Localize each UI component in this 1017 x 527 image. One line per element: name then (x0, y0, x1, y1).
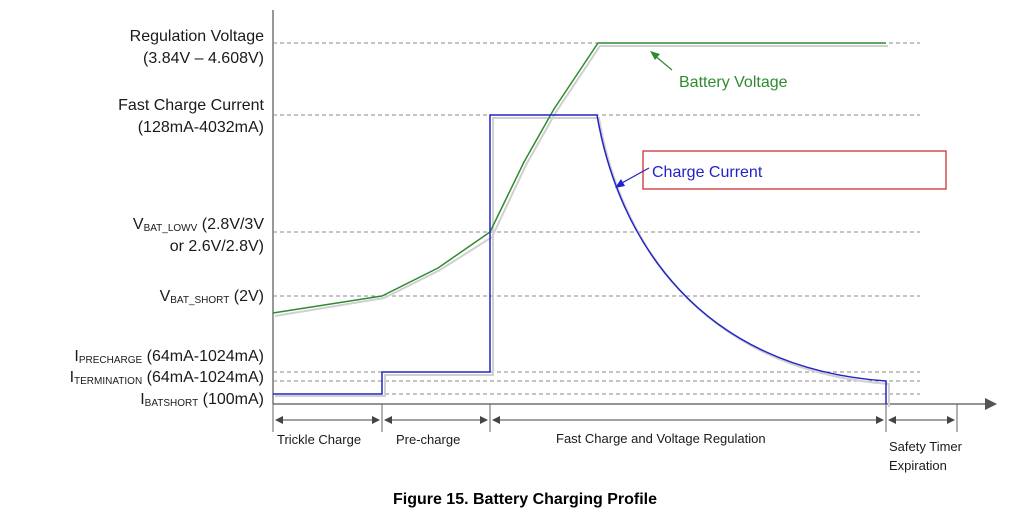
battery-voltage-pointer-head (650, 51, 660, 60)
figure-caption: Figure 15. Battery Charging Profile (393, 491, 657, 508)
label-itermination: ITERMINATION (64mA-1024mA) (70, 369, 264, 387)
label-fast-charge-current: Fast Charge Current (118, 97, 264, 114)
phase-label-safety-line2: Expiration (889, 458, 947, 473)
label-fast-charge-current-range: (128mA-4032mA) (138, 119, 264, 136)
label-regulation-voltage: Regulation Voltage (130, 28, 264, 45)
label-vbat-short: VBAT_SHORT (2V) (160, 288, 264, 306)
charge-current-pointer-head (615, 179, 625, 188)
phase-label-fast: Fast Charge and Voltage Regulation (556, 431, 766, 446)
charge-current-callout-box (642, 150, 947, 190)
phase-label-safety-line1: Safety Timer (889, 439, 963, 454)
label-regulation-voltage-range: (3.84V – 4.608V) (143, 50, 264, 67)
charge-current-pointer (619, 167, 650, 185)
label-iprecharge: IPRECHARGE (64mA-1024mA) (74, 348, 264, 366)
label-vbat-lowv: VBAT_LOWV (2.8V/3V (133, 216, 264, 234)
battery-voltage-label: Battery Voltage (679, 74, 788, 91)
battery-voltage-curve (272, 42, 886, 314)
charge-current-curve (273, 114, 887, 404)
phase-boundaries (272, 404, 958, 432)
x-axis-arrowhead (985, 398, 997, 410)
label-vbat-lowv-line2: or 2.6V/2.8V) (170, 238, 264, 255)
voltage-shadow (274, 45, 888, 317)
phase-label-precharge: Pre-charge (396, 432, 460, 447)
phase-label-trickle: Trickle Charge (277, 432, 361, 447)
reference-lines (273, 42, 920, 395)
charge-current-label: Charge Current (652, 164, 763, 181)
label-ibatshort: IBATSHORT (100mA) (140, 391, 264, 409)
